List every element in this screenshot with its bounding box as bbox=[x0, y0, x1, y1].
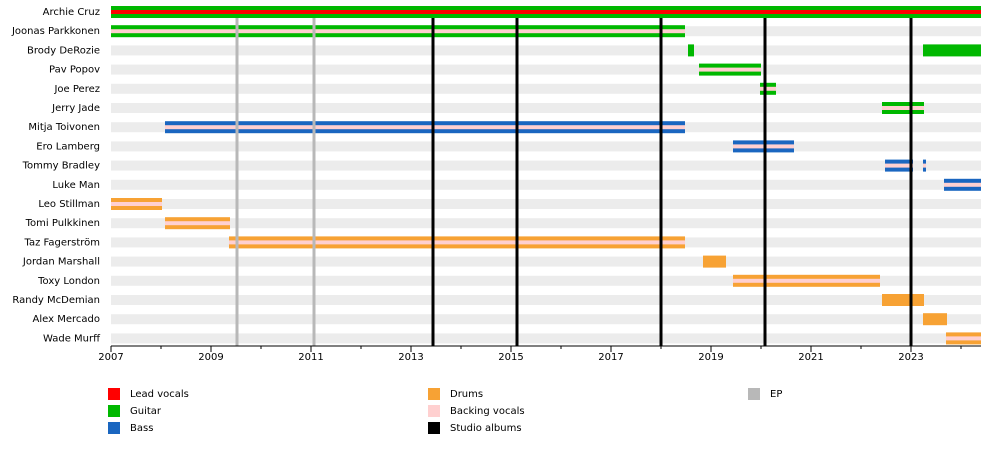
legend-swatch bbox=[108, 422, 120, 434]
member-name: Taz Fagerström bbox=[24, 237, 100, 248]
member-name: Toxy London bbox=[37, 276, 100, 287]
member-name: Jordan Marshall bbox=[22, 257, 100, 268]
legend-label: Lead vocals bbox=[130, 389, 189, 400]
row-band bbox=[111, 218, 981, 229]
member-bar bbox=[688, 44, 694, 57]
member-bar-secondary bbox=[923, 163, 926, 168]
row-band bbox=[111, 333, 981, 344]
member-name: Joe Perez bbox=[53, 84, 100, 95]
member-name: Tommy Bradley bbox=[22, 161, 100, 172]
legend-label: Drums bbox=[450, 389, 483, 400]
x-tick-label: 2021 bbox=[798, 352, 823, 363]
member-bar bbox=[923, 313, 947, 326]
row-band bbox=[111, 314, 981, 325]
member-bar-secondary bbox=[165, 125, 685, 130]
row-band bbox=[111, 83, 981, 94]
x-tick-label: 2017 bbox=[598, 352, 623, 363]
legend-swatch bbox=[428, 422, 440, 434]
legend-label: EP bbox=[770, 389, 782, 400]
row-band bbox=[111, 275, 981, 286]
member-bar bbox=[703, 255, 726, 268]
member-bar-secondary bbox=[165, 221, 230, 226]
member-name: Luke Man bbox=[52, 180, 100, 191]
member-bar-secondary bbox=[946, 336, 981, 341]
legend-label: Backing vocals bbox=[450, 406, 525, 417]
legend-label: Bass bbox=[130, 423, 153, 434]
row-band bbox=[111, 160, 981, 171]
member-bar bbox=[923, 44, 981, 57]
x-tick-label: 2013 bbox=[398, 352, 423, 363]
member-name: Randy McDemian bbox=[12, 295, 100, 306]
legend-swatch bbox=[428, 388, 440, 400]
x-tick-label: 2019 bbox=[698, 352, 723, 363]
row-band bbox=[111, 179, 981, 190]
x-tick-label: 2015 bbox=[498, 352, 523, 363]
member-name: Joonas Parkkonen bbox=[11, 26, 100, 37]
member-bar bbox=[882, 294, 924, 306]
row-band bbox=[111, 141, 981, 152]
member-name: Brody DeRozie bbox=[27, 45, 100, 56]
legend-swatch bbox=[428, 405, 440, 417]
legend-swatch bbox=[108, 388, 120, 400]
row-band bbox=[111, 295, 981, 305]
member-bar-secondary bbox=[111, 10, 981, 14]
member-bar-secondary bbox=[111, 202, 162, 206]
row-band bbox=[111, 64, 981, 75]
member-name: Leo Stillman bbox=[38, 199, 100, 210]
member-name: Jerry Jade bbox=[51, 103, 100, 114]
member-bar-secondary bbox=[885, 163, 913, 168]
member-bar-secondary bbox=[229, 240, 685, 245]
member-name: Ero Lamberg bbox=[36, 141, 100, 152]
member-bar-secondary bbox=[699, 67, 761, 72]
legend-swatch bbox=[108, 405, 120, 417]
row-band bbox=[111, 256, 981, 267]
member-bar-secondary bbox=[760, 86, 776, 91]
row-band bbox=[111, 103, 981, 113]
member-bar-secondary bbox=[111, 29, 685, 34]
member-bar-secondary bbox=[882, 106, 924, 110]
member-name: Pav Popov bbox=[49, 65, 100, 76]
legend-label: Guitar bbox=[130, 406, 162, 417]
legend-label: Studio albums bbox=[450, 423, 522, 434]
member-bar-secondary bbox=[733, 278, 880, 283]
x-tick-label: 2023 bbox=[898, 352, 923, 363]
x-tick-label: 2009 bbox=[198, 352, 223, 363]
row-band bbox=[111, 199, 981, 209]
x-tick-label: 2007 bbox=[98, 352, 123, 363]
member-name: Tomi Pulkkinen bbox=[25, 218, 100, 229]
member-name: Archie Cruz bbox=[43, 7, 100, 18]
legend-swatch bbox=[748, 388, 760, 400]
x-tick-label: 2011 bbox=[298, 352, 323, 363]
row-band bbox=[111, 45, 981, 56]
member-name: Wade Murff bbox=[43, 333, 101, 344]
member-bar-secondary bbox=[944, 182, 981, 187]
member-name: Alex Mercado bbox=[33, 314, 100, 325]
member-name: Mitja Toivonen bbox=[28, 122, 100, 133]
